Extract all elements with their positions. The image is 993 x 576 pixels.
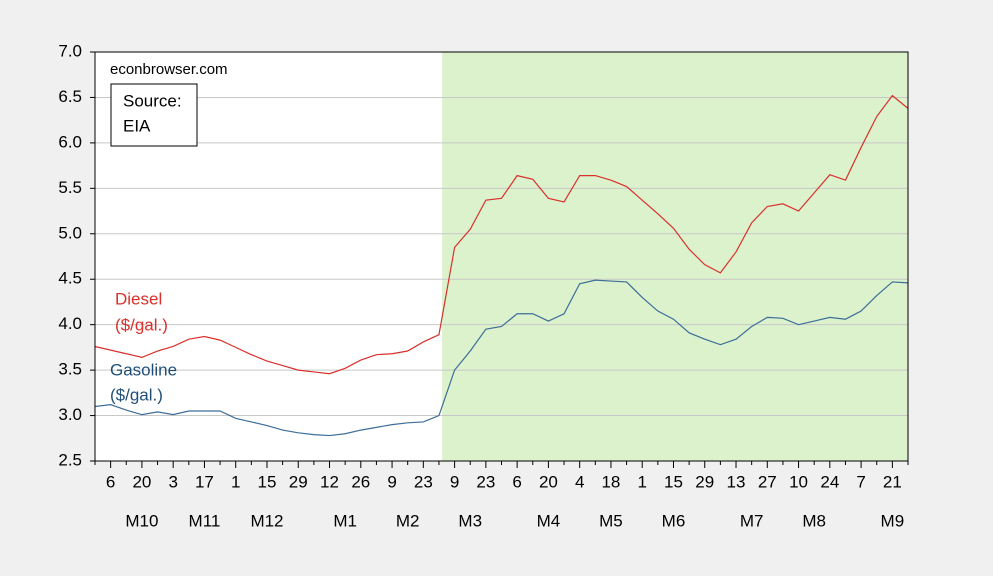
x-tick-label: 9 [387,472,396,491]
x-tick-label: 26 [351,472,370,491]
x-tick-label: 21 [883,472,902,491]
x-tick-label: 1 [637,472,646,491]
month-label: M11 [189,511,221,530]
x-tick-label: 6 [512,472,521,491]
x-tick-label: 27 [758,472,777,491]
series-unit: ($/gal.) [115,315,168,334]
x-tick-label: 15 [258,472,277,491]
x-tick-label: 4 [575,472,584,491]
source-label: Source: [123,91,182,110]
month-label: M5 [599,511,623,530]
site-label: econbrowser.com [110,61,228,78]
x-tick-label: 7 [856,472,865,491]
series-line [94,279,909,437]
y-tick-label: 5.0 [58,223,82,242]
x-tick-label: 15 [664,472,683,491]
x-tick-label: 20 [539,472,558,491]
series-unit: ($/gal.) [110,385,163,404]
y-tick-label: 4.0 [58,314,82,333]
x-tick-label: 13 [727,472,746,491]
y-tick-label: 6.0 [58,132,82,151]
month-label: M4 [537,511,561,530]
y-tick-label: 3.0 [58,405,82,424]
plot-layer [94,51,909,462]
x-tick-label: 9 [450,472,459,491]
month-label: M9 [881,511,905,530]
x-tick-label: 24 [820,472,839,491]
month-label: M6 [662,511,686,530]
y-tick-label: 2.5 [58,450,82,469]
source-box [110,83,198,147]
x-tick-label: 29 [695,472,714,491]
month-label: M7 [740,511,764,530]
x-tick-label: 23 [476,472,495,491]
y-tick-label: 6.5 [58,87,82,106]
y-tick-label: 4.5 [58,269,82,288]
month-label: M12 [250,511,283,530]
shaded-period [442,52,908,461]
month-label: M10 [125,511,158,530]
x-tick-label: 6 [106,472,115,491]
series-label: Diesel [115,289,162,308]
month-label: M8 [802,511,826,530]
x-tick-label: 12 [320,472,339,491]
series-label: Gasoline [110,360,177,379]
month-label: M2 [396,511,420,530]
x-tick-label: 18 [601,472,620,491]
month-label: M3 [458,511,482,530]
x-tick-label: 1 [231,472,240,491]
x-tick-label: 17 [195,472,214,491]
x-tick-label: 10 [789,472,808,491]
month-label: M1 [333,511,357,530]
x-tick-label: 23 [414,472,433,491]
y-tick-label: 5.5 [58,178,82,197]
y-tick-label: 7.0 [58,41,82,60]
y-tick-label: 3.5 [58,360,82,379]
series-line [94,94,909,375]
x-tick-label: 20 [132,472,151,491]
x-tick-label: 3 [168,472,177,491]
source-label: EIA [123,116,151,135]
x-tick-label: 29 [289,472,308,491]
